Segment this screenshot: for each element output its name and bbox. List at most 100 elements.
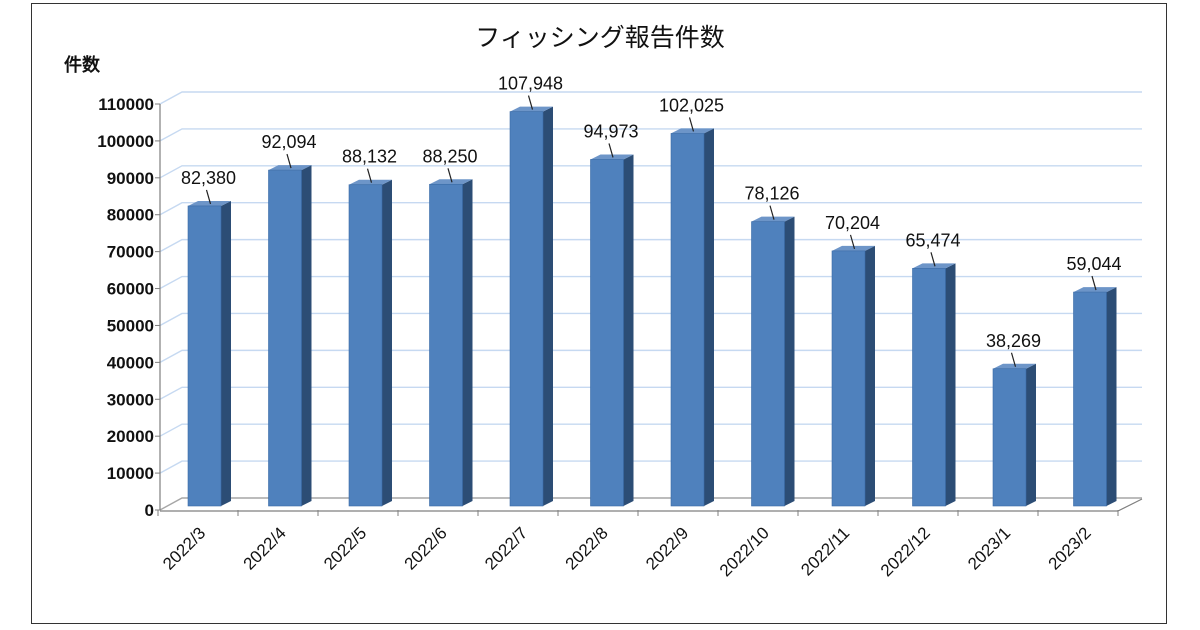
x-tick-label: 2022/10 — [716, 523, 773, 580]
bar-side — [1106, 287, 1117, 506]
gridline — [159, 386, 1142, 400]
data-label-leader — [366, 168, 373, 183]
gridline — [159, 202, 1142, 216]
gridlines — [159, 91, 1142, 511]
bar-side — [301, 165, 312, 506]
chart-title: フィッシング報告件数 — [475, 23, 725, 52]
y-tick-label: 30000 — [107, 390, 154, 409]
x-tick-label: 2023/1 — [964, 523, 1014, 573]
gridline — [159, 497, 1142, 511]
y-tick-label: 60000 — [107, 280, 154, 299]
bar — [348, 184, 383, 507]
gridline — [159, 460, 1142, 474]
data-label-leader — [205, 189, 212, 205]
x-tick-label: 2022/5 — [320, 523, 370, 573]
y-tick-label: 40000 — [107, 353, 154, 372]
bar — [1073, 291, 1107, 507]
gridline — [159, 423, 1142, 437]
data-label-leader — [1091, 275, 1097, 291]
bars — [187, 106, 1117, 507]
data-label-leader — [930, 252, 936, 267]
data-label: 92,094 — [261, 132, 316, 152]
bar-side — [784, 216, 795, 506]
bar — [429, 183, 463, 507]
bar-top — [832, 245, 875, 251]
y-tick-label: 50000 — [107, 316, 154, 335]
x-tick-label: 2022/6 — [401, 523, 451, 573]
bar-side — [704, 128, 714, 506]
data-label: 107,948 — [498, 74, 563, 94]
data-label-leader — [608, 143, 614, 158]
bar-side — [623, 154, 634, 506]
y-tick-label: 0 — [145, 501, 154, 520]
bar-side — [865, 245, 875, 506]
y-tick-label: 100000 — [97, 132, 154, 151]
data-label-leader — [286, 153, 292, 169]
x-tick-label: 2022/9 — [642, 523, 692, 573]
data-label: 78,126 — [744, 184, 799, 204]
data-label: 94,973 — [583, 121, 638, 141]
data-label: 82,380 — [181, 168, 236, 188]
data-label: 65,474 — [905, 230, 960, 250]
x-tick-label: 2022/3 — [159, 523, 209, 573]
data-label-leader — [849, 234, 856, 250]
bar-top — [1073, 287, 1117, 293]
bar — [590, 159, 624, 507]
gridline — [159, 128, 1142, 142]
bar-top — [268, 165, 312, 171]
data-labels: 82,380 92,094 88,132 88,250 107,948 94,973 102… — [181, 74, 1122, 367]
bar-side — [945, 263, 956, 506]
bar-top — [993, 363, 1036, 369]
bar-side — [462, 179, 473, 506]
y-tick-label: 10000 — [107, 464, 154, 483]
data-label: 88,250 — [422, 146, 477, 166]
data-label-leader — [1010, 352, 1017, 367]
bar — [268, 169, 302, 507]
bar — [992, 368, 1027, 507]
gridline — [159, 91, 1142, 105]
y-tick-label: 110000 — [98, 95, 154, 114]
y-tick-label: 90000 — [107, 169, 154, 188]
bar-side — [382, 179, 392, 506]
data-label-leader — [447, 168, 453, 183]
gridline — [159, 275, 1142, 290]
y-tick-label: 80000 — [107, 206, 154, 225]
x-tick-label: 2022/12 — [877, 523, 934, 580]
x-tick-label: 2022/7 — [481, 523, 531, 573]
bar-top — [429, 179, 473, 185]
data-label-leader — [769, 205, 775, 220]
bar — [831, 250, 866, 507]
data-label-leader — [527, 95, 534, 110]
gridline — [159, 312, 1142, 327]
data-label: 59,044 — [1066, 254, 1121, 274]
bar — [670, 133, 705, 507]
bar-top — [751, 216, 795, 222]
x-tick-label: 2022/8 — [562, 523, 612, 573]
bar — [187, 205, 222, 507]
bar — [509, 111, 544, 507]
x-tick-label: 2022/11 — [797, 523, 853, 579]
bar-side — [1026, 363, 1036, 506]
x-tick-label: 2022/4 — [240, 523, 290, 573]
y-axis-label: 件数 — [64, 55, 100, 76]
bar-top — [590, 154, 634, 160]
x-tick-label: 2023/2 — [1045, 523, 1095, 573]
y-tick-label: 20000 — [107, 427, 154, 446]
data-label: 70,204 — [825, 213, 880, 233]
data-label: 38,269 — [986, 331, 1041, 351]
bar-side — [221, 200, 231, 506]
gridline — [159, 349, 1142, 363]
gridline — [159, 165, 1142, 179]
gridline — [159, 238, 1142, 253]
bar-top — [912, 263, 956, 269]
bar-top — [510, 106, 553, 112]
data-label: 102,025 — [659, 95, 724, 115]
y-tick-label: 70000 — [107, 243, 154, 262]
bar-top — [671, 128, 714, 134]
data-label: 88,132 — [342, 147, 397, 167]
bar-top — [349, 179, 392, 185]
bar — [751, 221, 785, 507]
data-label-leader — [688, 117, 695, 132]
bar-top — [188, 200, 231, 206]
